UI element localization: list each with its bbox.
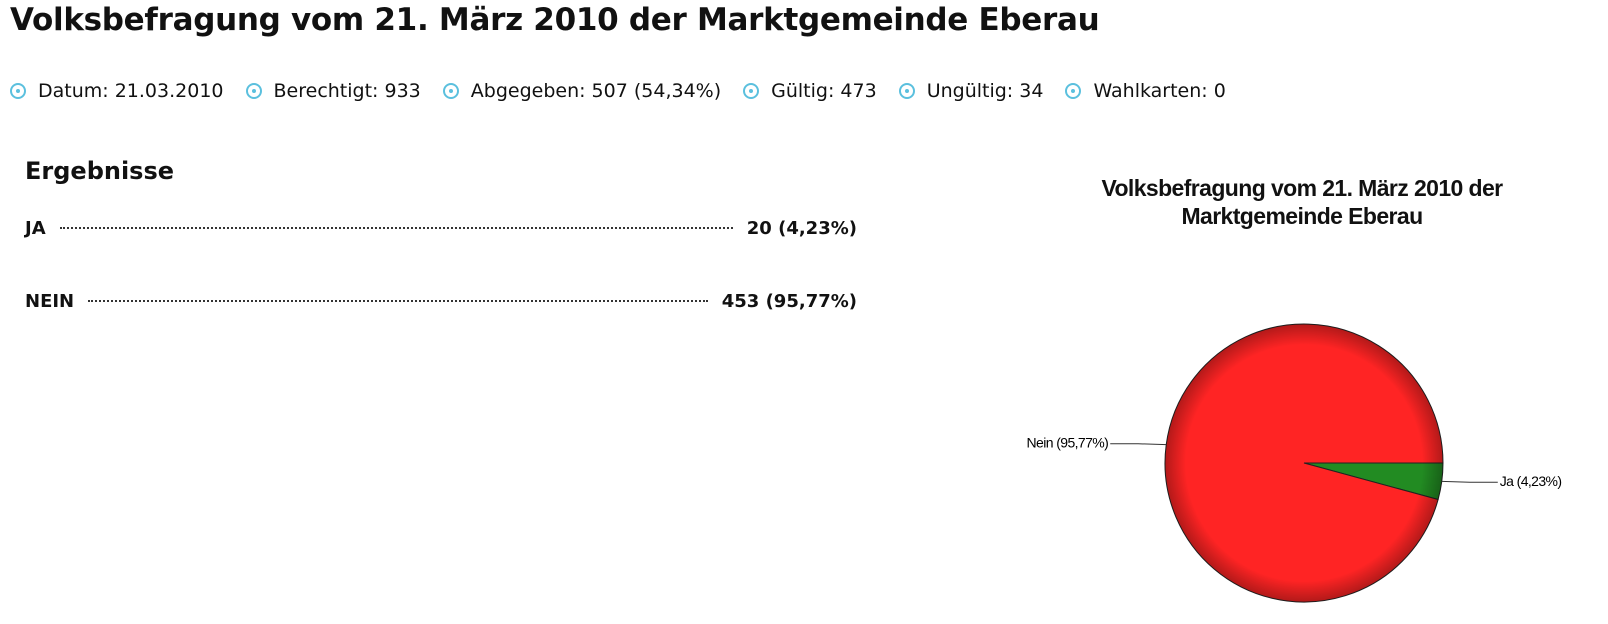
stat-icon bbox=[10, 83, 26, 99]
dotted-leader bbox=[59, 227, 733, 229]
stat-item: Wahlkarten: 0 bbox=[1065, 80, 1226, 102]
stat-icon bbox=[898, 83, 915, 99]
stat-text: Ungültig: 34 bbox=[926, 80, 1044, 102]
stat-text: Berechtigt: 933 bbox=[273, 80, 421, 102]
stat-item: Gültig: 473 bbox=[743, 80, 877, 102]
result-value: 20 (4,23%) bbox=[746, 218, 857, 239]
result-name: NEIN bbox=[25, 291, 75, 312]
results-title: Ergebnisse bbox=[25, 157, 175, 185]
stat-text: Abgegeben: 507 (54,34%) bbox=[470, 80, 722, 102]
result-name: JA bbox=[25, 218, 46, 239]
stat-item: Datum: 21.03.2010 bbox=[10, 80, 224, 102]
stat-item: Abgegeben: 507 (54,34%) bbox=[442, 80, 722, 102]
result-value: 453 (95,77%) bbox=[721, 291, 857, 312]
stat-icon bbox=[1065, 83, 1082, 99]
slice-label: Nein (95,77%) bbox=[1027, 434, 1109, 450]
label-connector bbox=[1441, 480, 1498, 483]
result-row: JA 20 (4,23%) bbox=[25, 218, 857, 239]
dotted-leader bbox=[88, 300, 708, 302]
stat-item: Berechtigt: 933 bbox=[245, 80, 421, 102]
stat-text: Gültig: 473 bbox=[771, 80, 877, 102]
stat-text: Datum: 21.03.2010 bbox=[38, 80, 224, 102]
stat-icon bbox=[743, 83, 760, 99]
page-title: Volksbefragung vom 21. März 2010 der Mar… bbox=[10, 2, 1100, 38]
stat-icon bbox=[442, 83, 459, 99]
stat-item: Ungültig: 34 bbox=[898, 80, 1044, 102]
stat-text: Wahlkarten: 0 bbox=[1093, 80, 1226, 102]
slice-label: Ja (4,23%) bbox=[1500, 473, 1562, 489]
stats-list: Datum: 21.03.2010 Berechtigt: 933 Abgegebe… bbox=[10, 80, 1226, 102]
stat-icon bbox=[245, 83, 262, 99]
label-connector bbox=[1110, 443, 1167, 446]
chart-title: Volksbefragung vom 21. März 2010 der Mar… bbox=[1101, 175, 1503, 229]
result-row: NEIN 453 (95,77%) bbox=[25, 291, 857, 312]
pie-slice bbox=[1164, 323, 1444, 603]
